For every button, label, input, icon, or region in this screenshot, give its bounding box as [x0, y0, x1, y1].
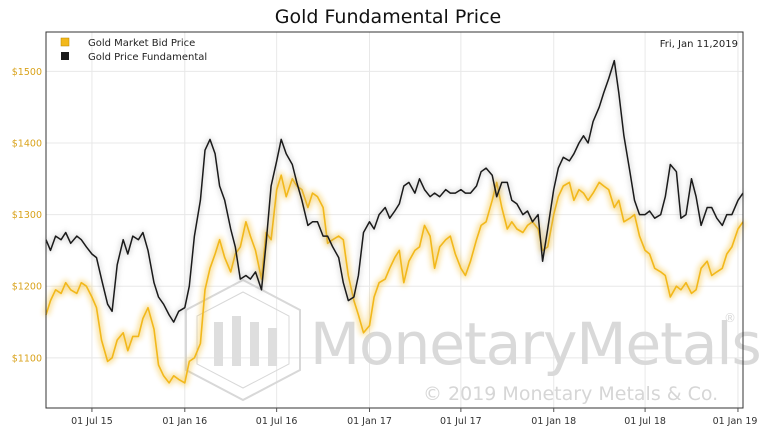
date-label: Fri, Jan 11,2019 — [660, 39, 738, 50]
series-gold-market-bid-price — [45, 174, 744, 384]
x-tick-label: 01 Jan 19 — [713, 416, 758, 427]
legend-label-gold: Gold Market Bid Price — [88, 38, 195, 49]
x-tick-label: 01 Jan 17 — [347, 416, 392, 427]
x-tick-label: 01 Jul 17 — [440, 416, 482, 427]
plot-frame — [45, 31, 744, 409]
chart-title: Gold Fundamental Price — [275, 6, 501, 28]
x-tick-label: 01 Jul 15 — [71, 416, 113, 427]
legend-swatch-fundamental — [61, 52, 69, 60]
y-tick-label: $1200 — [12, 282, 42, 293]
y-tick-label: $1100 — [12, 353, 42, 364]
legend: Gold Market Bid Price Gold Price Fundame… — [60, 37, 207, 63]
watermark-brand: MonetaryMetals — [310, 310, 761, 378]
x-tick-label: 01 Jan 16 — [162, 416, 207, 427]
y-tick-label: $1500 — [12, 67, 42, 78]
watermark: MonetaryMetals ® © 2019 Monetary Metals … — [185, 278, 762, 405]
watermark-registered: ® — [724, 311, 736, 325]
x-axis: 01 Jul 15 01 Jan 16 01 Jul 16 01 Jan 17 01 J… — [71, 408, 757, 427]
y-tick-label: $1300 — [12, 210, 42, 221]
gridlines — [46, 32, 743, 408]
watermark-copyright: © 2019 Monetary Metals & Co. — [423, 383, 718, 405]
legend-label-fundamental: Gold Price Fundamental — [88, 52, 207, 63]
watermark-logo — [185, 278, 301, 402]
x-tick-label: 01 Jul 16 — [256, 416, 298, 427]
x-tick-label: 01 Jan 18 — [531, 416, 576, 427]
x-tick-label: 01 Jul 18 — [624, 416, 666, 427]
series-fundamental-halo — [44, 58, 745, 325]
y-axis: $1100 $1200 $1300 $1400 $1500 — [12, 67, 42, 364]
series-gold-price-fundamental — [45, 59, 744, 323]
legend-swatch-gold — [60, 37, 70, 47]
y-tick-label: $1400 — [12, 139, 42, 150]
series-layer — [43, 58, 746, 386]
